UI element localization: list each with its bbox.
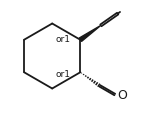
Text: O: O: [118, 88, 128, 101]
Text: or1: or1: [56, 69, 71, 78]
Text: or1: or1: [56, 35, 71, 44]
Polygon shape: [79, 26, 101, 42]
